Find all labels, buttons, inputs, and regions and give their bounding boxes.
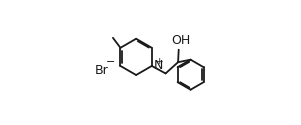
Text: −: − — [105, 58, 115, 68]
Text: +: + — [155, 57, 163, 66]
Text: N: N — [154, 59, 163, 72]
Text: OH: OH — [171, 34, 190, 47]
Text: Br: Br — [95, 64, 109, 76]
